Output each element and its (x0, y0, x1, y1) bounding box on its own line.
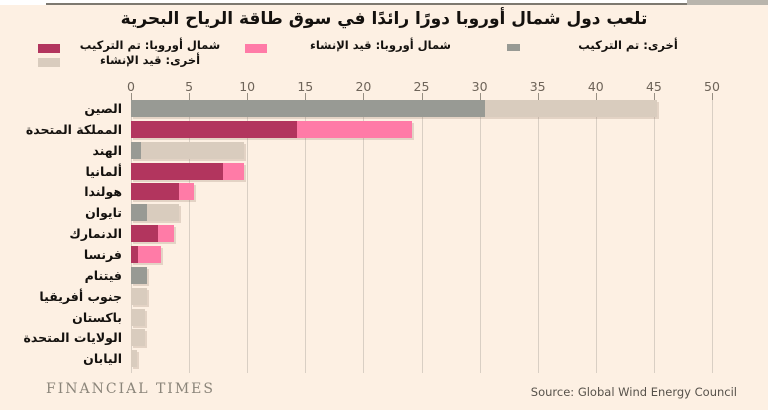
x-tick-mark (189, 93, 191, 100)
x-tick-mark (363, 93, 365, 100)
x-tick-mark (653, 93, 655, 100)
bar-segment-under-construction (141, 141, 244, 159)
x-tick-label: 15 (297, 79, 314, 94)
country-label: الصين (84, 101, 122, 116)
x-tick-mark (595, 93, 597, 100)
source-note: Source: Global Wind Energy Council (530, 385, 737, 399)
country-label: الدنمارك (69, 226, 122, 242)
legend-swatch-other-under-construction (38, 58, 60, 67)
chart-title: تلعب دول شمال أوروبا دورًا رائدًا في سوق… (120, 9, 648, 29)
x-tick-label: 0 (127, 79, 135, 94)
x-tick-label: 25 (413, 79, 430, 94)
x-tick-mark (479, 93, 481, 100)
bar-segment-under-construction (485, 100, 658, 117)
country-label: جنوب أفريقيا (39, 288, 122, 304)
legend-swatch-ne-installed (38, 44, 60, 53)
x-tick-label: 30 (471, 79, 488, 94)
bar-segment-installed (131, 266, 148, 284)
x-tick-mark (305, 93, 307, 100)
x-tick-label: 35 (529, 79, 546, 94)
gridline (712, 100, 713, 373)
bar-segment-installed (131, 183, 179, 201)
bar-segment-under-construction (147, 204, 179, 222)
x-tick-mark (247, 93, 249, 100)
country-label: المملكة المتحدة (25, 121, 122, 137)
country-label: فيتنام (84, 267, 122, 283)
country-label: تايوان (85, 205, 122, 221)
bar-segment-installed (131, 162, 223, 180)
bar-segment-under-construction (131, 287, 148, 305)
bar-segment-under-construction (297, 120, 413, 138)
x-tick-mark (131, 93, 132, 100)
gridline (189, 100, 191, 373)
country-label: فرنسا (83, 246, 122, 262)
top-corner-artifact (687, 0, 768, 5)
bar-segment-under-construction (131, 350, 137, 368)
bar-segment-under-construction (131, 308, 145, 326)
x-tick-label: 5 (185, 79, 194, 94)
country-label: ألمانيا (85, 163, 122, 179)
legend-label-other-installed: أخرى: تم التركيب (578, 38, 678, 52)
bar-segment-under-construction (157, 225, 174, 243)
bar-segment-under-construction (137, 245, 162, 263)
country-label: هولندا (84, 184, 122, 200)
bar-segment-under-construction (131, 329, 145, 347)
gridline (363, 100, 365, 373)
bar-segment-installed (131, 204, 148, 222)
gridline (479, 100, 481, 373)
top-rule (46, 3, 768, 5)
country-label: الولايات المتحدة (23, 330, 123, 346)
x-tick-label: 45 (645, 79, 662, 94)
chart-card (0, 5, 768, 410)
x-tick-label: 10 (239, 79, 256, 94)
legend-swatch-ne-under-construction (245, 44, 267, 53)
bar-segment-installed (131, 225, 158, 243)
country-label: اليابان (83, 351, 122, 367)
gridline (595, 100, 597, 373)
legend-swatch-other-installed (507, 44, 520, 51)
x-tick-mark (537, 93, 539, 100)
x-tick-label: 40 (587, 79, 604, 94)
gridline (421, 100, 423, 373)
x-tick-label: 20 (355, 79, 372, 94)
bar-segment-installed (131, 100, 486, 117)
country-label: باكستان (72, 309, 122, 325)
gridline (653, 100, 655, 373)
bar-segment-under-construction (222, 162, 244, 180)
bar-segment-installed (131, 245, 138, 263)
legend-label-ne-installed: شمال أوروبا: تم التركيب (79, 38, 221, 52)
x-tick-mark (712, 93, 713, 100)
x-tick-label: 50 (704, 79, 720, 94)
legend-label-other-under-construction: أخرى: قيد الإنشاء (99, 53, 201, 67)
legend-label-ne-under-construction: شمال أوروبا: قيد الإنشاء (309, 38, 451, 52)
bar-segment-installed (131, 141, 142, 159)
bar-segment-under-construction (178, 183, 194, 201)
ft-logo: FINANCIAL TIMES (46, 381, 215, 397)
gridline (305, 100, 307, 373)
gridline (247, 100, 249, 373)
x-tick-mark (421, 93, 423, 100)
gridline (537, 100, 539, 373)
country-label: الهند (92, 142, 122, 158)
bar-segment-installed (131, 120, 298, 138)
